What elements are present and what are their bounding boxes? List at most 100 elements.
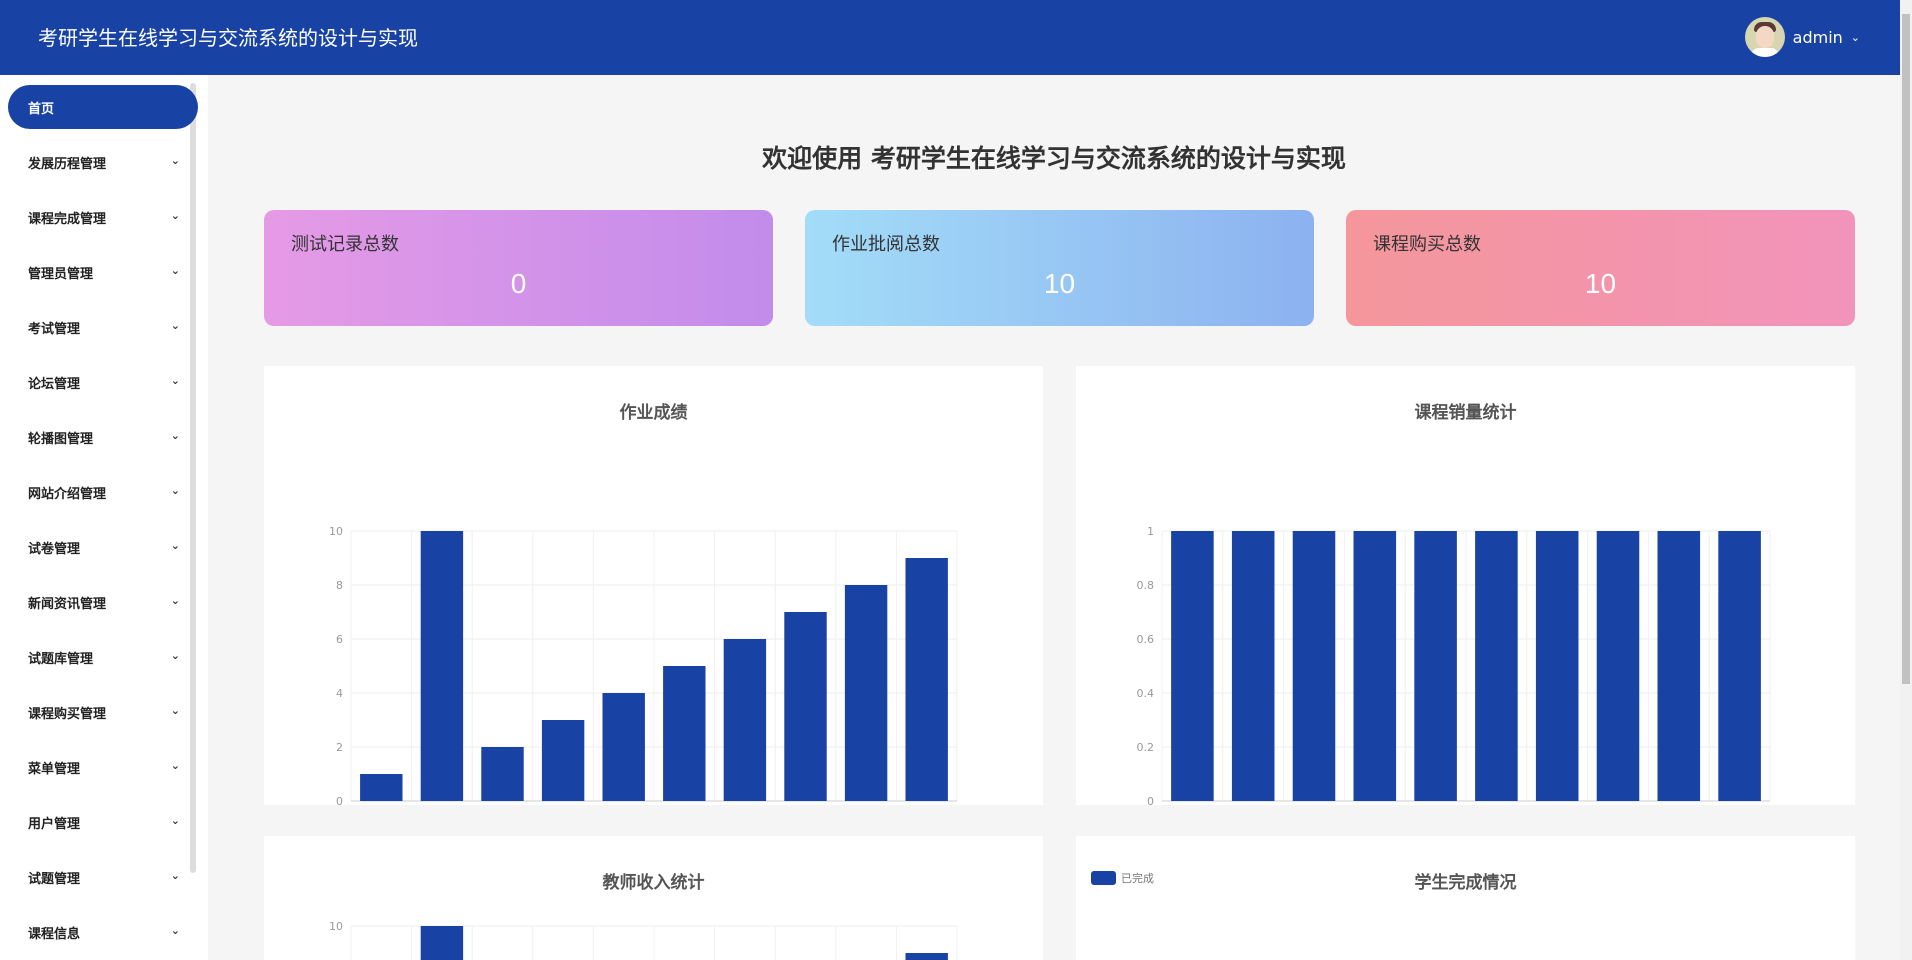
chevron-down-icon: ⌄ xyxy=(170,594,180,607)
sidebar-item-label: 课程信息 xyxy=(28,926,81,942)
sidebar-item[interactable]: 课程完成管理 ⌄ xyxy=(8,195,188,239)
chevron-down-icon: ⌄ xyxy=(170,649,180,662)
bar xyxy=(360,774,403,801)
sidebar-item[interactable]: 试题库管理 ⌄ xyxy=(8,635,188,679)
sidebar-item[interactable]: 课程购买管理 ⌄ xyxy=(8,690,188,734)
bar xyxy=(905,558,948,801)
bar xyxy=(1353,531,1397,801)
y-tick-label: 0 xyxy=(336,795,343,805)
chevron-down-icon: ⌄ xyxy=(170,924,180,937)
y-tick-label: 0 xyxy=(1147,795,1154,805)
stat-card: 测试记录总数 0 xyxy=(264,210,773,326)
chevron-down-icon: ⌄ xyxy=(170,759,180,772)
bar xyxy=(420,926,464,960)
stat-value: 10 xyxy=(1043,268,1076,299)
chart-title: 学生完成情况 xyxy=(1414,873,1517,893)
bar-chart: 00.20.40.60.81课程名称1课程名称2课程名称4课程名称6课程名称8 xyxy=(1137,525,1771,805)
sidebar-item[interactable]: 轮播图管理 ⌄ xyxy=(8,415,188,459)
sidebar: 首页 发展历程管理 ⌄ 课程完成管理 ⌄ 管理员管理 ⌄ 考试管理 ⌄ 论坛管理 ⌄ 轮播图管理 ⌄ 网站… xyxy=(0,75,208,960)
sidebar-item-label: 用户管理 xyxy=(28,816,81,832)
y-tick-label: 0.4 xyxy=(1137,687,1155,700)
sidebar-item[interactable]: 用户管理 ⌄ xyxy=(8,800,188,844)
top-header: 考研学生在线学习与交流系统的设计与实现 admin ⌄ xyxy=(0,0,1900,75)
bar xyxy=(1657,531,1701,801)
bar xyxy=(1535,531,1579,801)
stat-title: 测试记录总数 xyxy=(291,234,399,255)
chevron-down-icon: ⌄ xyxy=(170,374,180,387)
y-tick-label: 8 xyxy=(336,579,343,592)
sidebar-item[interactable]: 课程信息 ⌄ xyxy=(8,910,188,954)
chevron-down-icon: ⌄ xyxy=(170,814,180,827)
sidebar-item[interactable]: 试卷管理 ⌄ xyxy=(8,525,188,569)
sidebar-item[interactable]: 试题管理 ⌄ xyxy=(8,855,188,899)
sidebar-scrollbar[interactable] xyxy=(190,83,196,873)
bar xyxy=(1231,531,1275,801)
chart-title: 作业成绩 xyxy=(619,403,688,423)
y-tick-label: 6 xyxy=(336,633,343,646)
sidebar-item-label: 课程完成管理 xyxy=(28,211,107,227)
bar xyxy=(1475,531,1518,801)
stat-value: 10 xyxy=(1584,268,1617,299)
sidebar-item[interactable]: 管理员管理 ⌄ xyxy=(8,250,188,294)
page-scrollbar[interactable] xyxy=(1900,0,1912,960)
stat-title: 作业批阅总数 xyxy=(832,234,940,255)
sidebar-item[interactable]: 网站介绍管理 ⌄ xyxy=(8,470,188,514)
sidebar-item-label: 课程购买管理 xyxy=(28,706,107,722)
bar xyxy=(663,666,706,801)
sidebar-item-label: 管理员管理 xyxy=(28,266,94,282)
sidebar-item[interactable]: 论坛管理 ⌄ xyxy=(8,360,188,404)
sidebar-item[interactable]: 考试管理 ⌄ xyxy=(8,305,188,349)
chart-panel-homework: 作业成绩 0246810用户1用户10用户2用户3用户4用户5用户6用户7用户8… xyxy=(264,366,1043,805)
bar xyxy=(1718,531,1761,801)
chevron-down-icon: ⌄ xyxy=(170,869,180,882)
chart-legend[interactable]: 已完成 xyxy=(1091,870,1154,886)
chevron-down-icon: ⌄ xyxy=(170,539,180,552)
sidebar-item-label: 试题库管理 xyxy=(28,651,94,667)
sidebar-item-label: 试题管理 xyxy=(28,871,81,887)
sidebar-item-label: 网站介绍管理 xyxy=(28,486,107,502)
chart-panel-sales: 课程销量统计 00.20.40.60.81课程名称1课程名称2课程名称4课程名称… xyxy=(1076,366,1855,805)
y-tick-label: 10 xyxy=(329,525,343,538)
chart-panel-completion: 已完成 学生完成情况 xyxy=(1076,836,1855,960)
stat-title: 课程购买总数 xyxy=(1373,234,1481,255)
chevron-down-icon: ⌄ xyxy=(170,704,180,717)
sidebar-item[interactable]: 发展历程管理 ⌄ xyxy=(8,140,188,184)
sidebar-item-label: 菜单管理 xyxy=(28,761,81,777)
sidebar-item[interactable]: 新闻资讯管理 ⌄ xyxy=(8,580,188,624)
y-tick-label: 4 xyxy=(336,687,343,700)
y-tick-label: 0.8 xyxy=(1137,579,1155,592)
chevron-down-icon: ⌄ xyxy=(170,209,180,222)
sidebar-item-label: 考试管理 xyxy=(28,321,81,337)
username: admin xyxy=(1792,27,1843,47)
sidebar-item-label: 论坛管理 xyxy=(28,376,81,392)
chevron-down-icon: ⌄ xyxy=(170,484,180,497)
bar xyxy=(784,612,827,801)
legend-label: 已完成 xyxy=(1121,872,1154,885)
page-title: 欢迎使用 考研学生在线学习与交流系统的设计与实现 xyxy=(762,144,1346,173)
sidebar-item-label: 新闻资讯管理 xyxy=(28,596,107,612)
user-menu[interactable]: admin ⌄ xyxy=(1744,17,1860,57)
chevron-down-icon: ⌄ xyxy=(170,319,180,332)
app-title: 考研学生在线学习与交流系统的设计与实现 xyxy=(38,26,418,50)
sidebar-item-label: 试卷管理 xyxy=(28,541,81,557)
stat-card: 作业批阅总数 10 xyxy=(805,210,1314,326)
sidebar-item-label: 轮播图管理 xyxy=(28,431,94,447)
chart-title: 课程销量统计 xyxy=(1414,403,1517,423)
scrollbar-thumb[interactable] xyxy=(1902,14,1910,684)
chart-panel-income: 教师收入统计 10 xyxy=(264,836,1043,960)
bar-chart: 0246810用户1用户10用户2用户3用户4用户5用户6用户7用户8用户9 xyxy=(329,525,958,805)
stat-card: 课程购买总数 10 xyxy=(1346,210,1855,326)
bar xyxy=(905,953,948,960)
y-tick-label: 10 xyxy=(329,920,343,933)
sidebar-item[interactable]: 首页 xyxy=(8,85,198,129)
bar xyxy=(1171,531,1214,801)
chevron-down-icon: ⌄ xyxy=(1850,30,1860,44)
bar xyxy=(420,531,464,801)
bar xyxy=(844,585,888,801)
chevron-down-icon: ⌄ xyxy=(170,154,180,167)
sidebar-item[interactable]: 菜单管理 ⌄ xyxy=(8,745,188,789)
y-tick-label: 0.6 xyxy=(1137,633,1155,646)
y-tick-label: 0.2 xyxy=(1137,741,1155,754)
legend-swatch xyxy=(1091,871,1116,885)
bar xyxy=(602,693,645,801)
